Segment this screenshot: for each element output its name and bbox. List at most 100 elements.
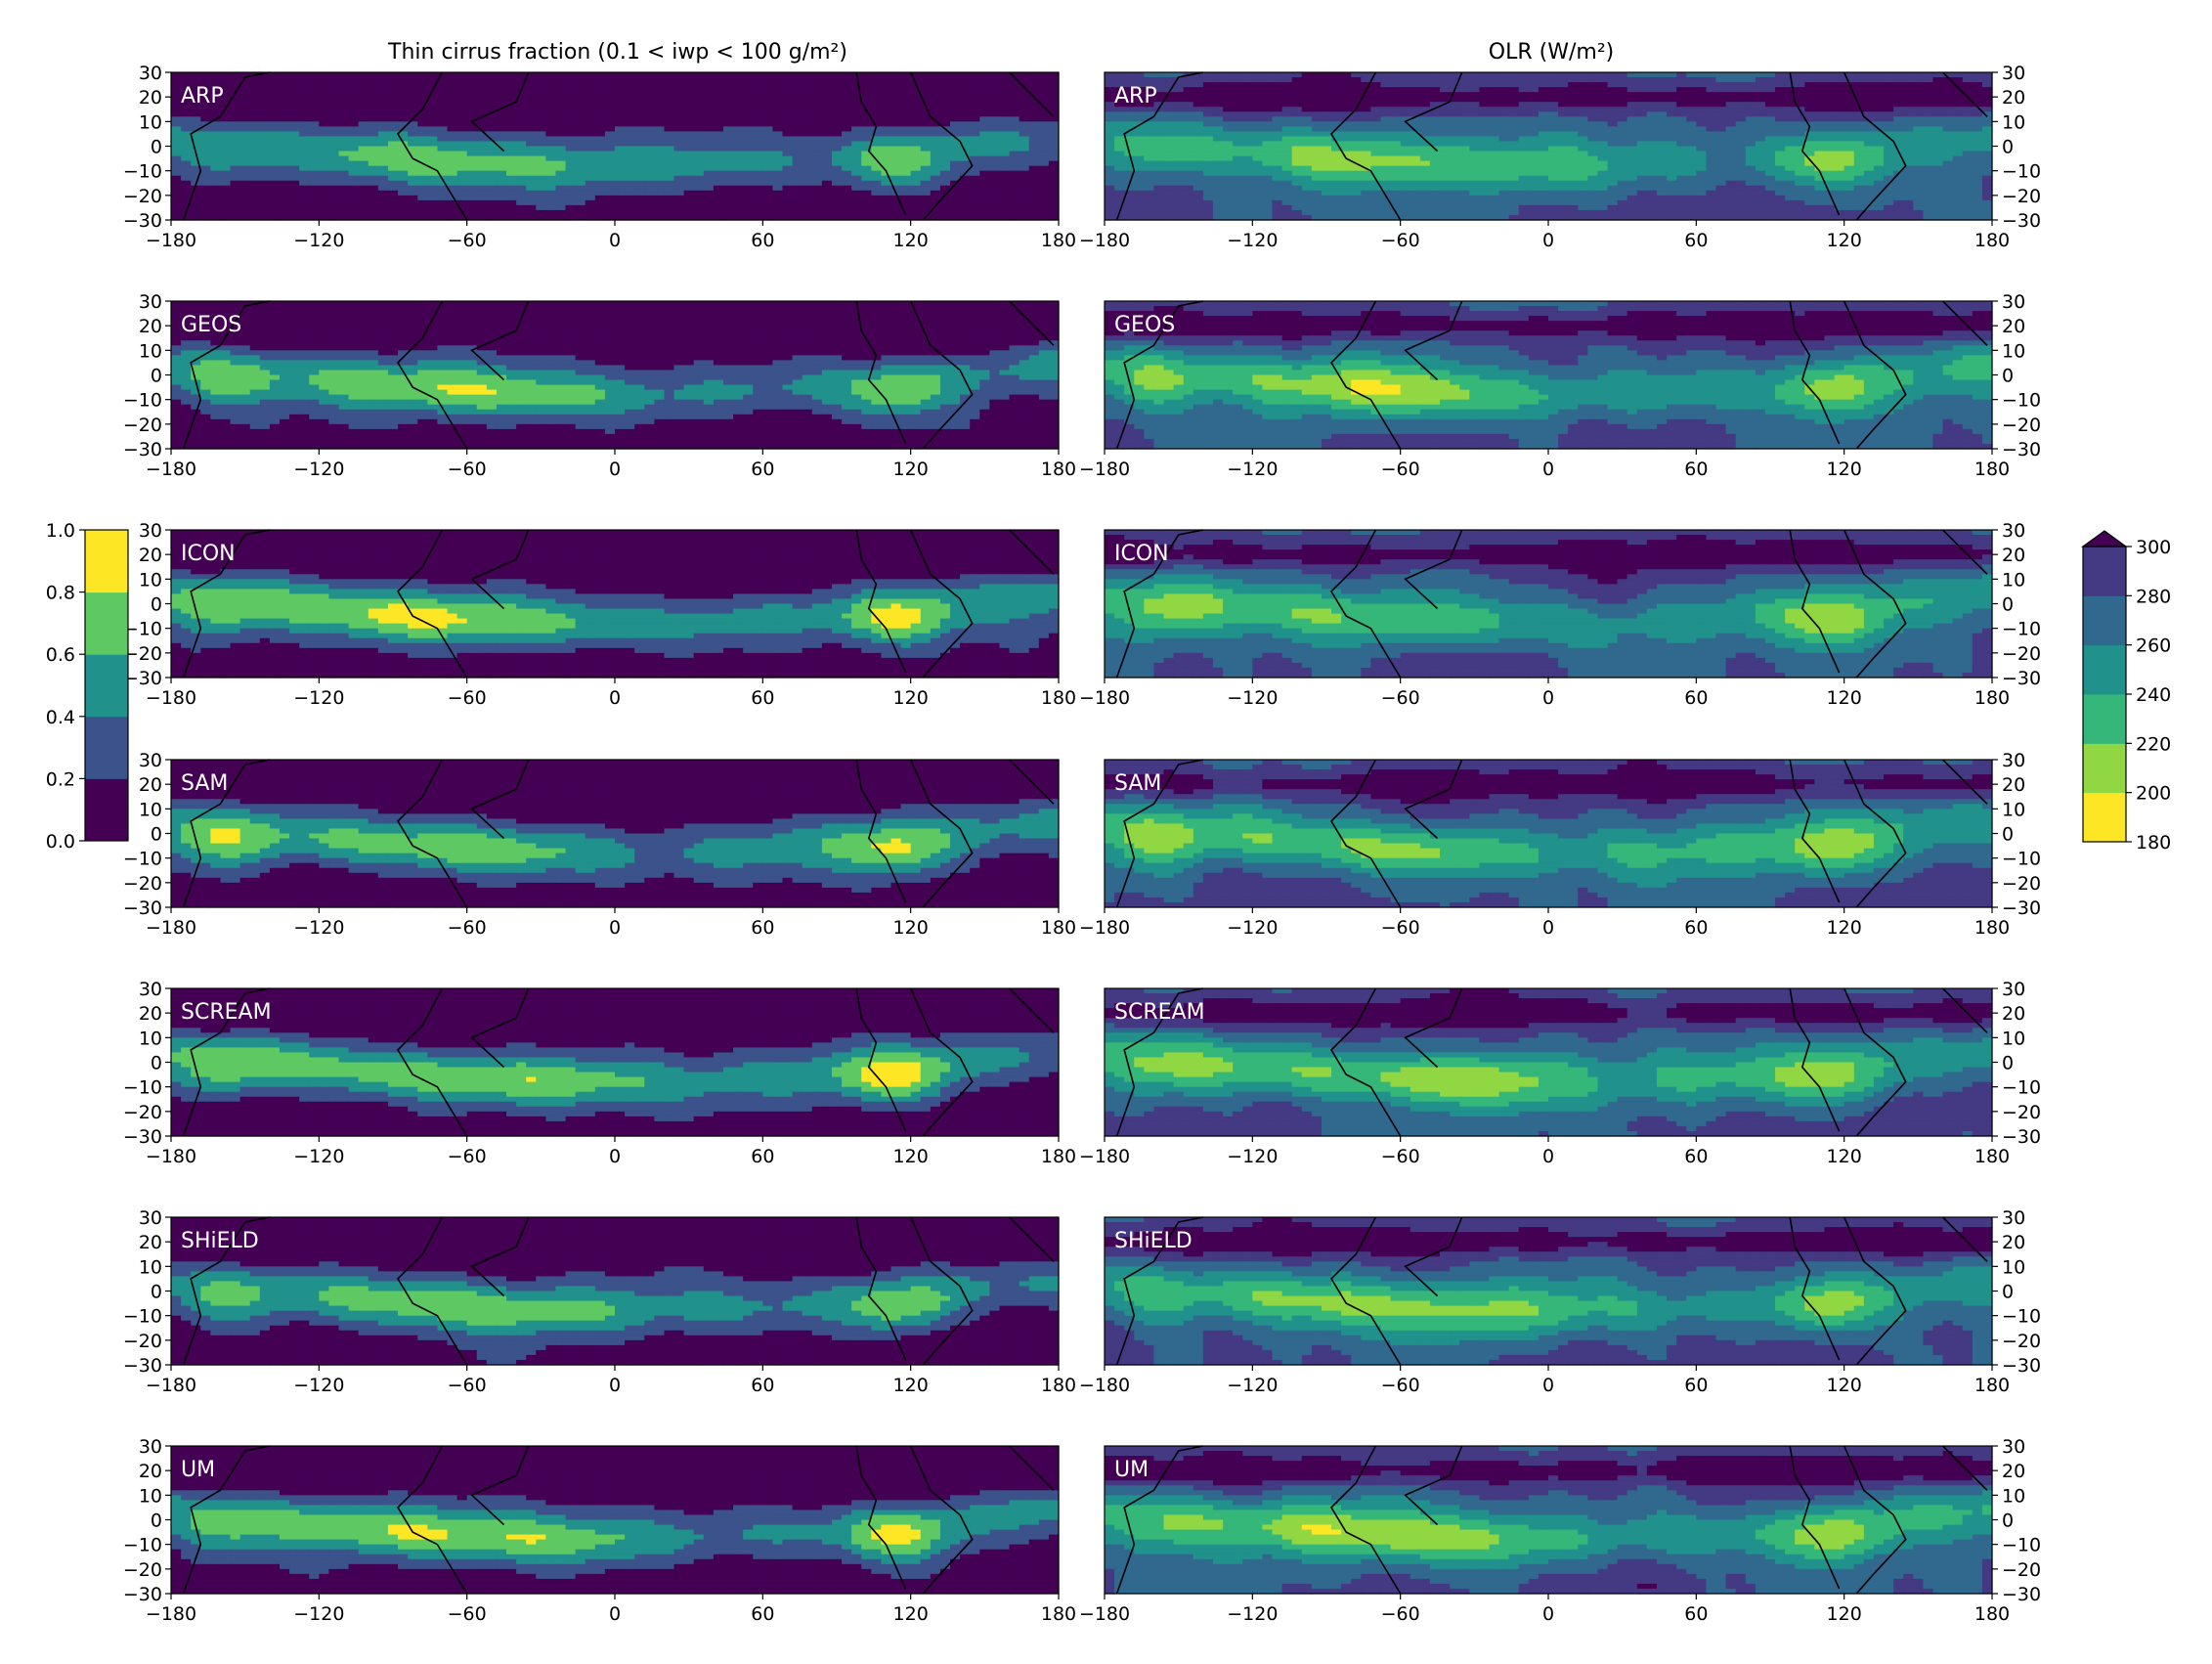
contour-cell	[783, 82, 794, 88]
contour-cell	[931, 176, 941, 182]
contour-cell	[349, 210, 360, 216]
contour-cell	[931, 107, 941, 112]
contour-cell	[783, 121, 794, 127]
contour-cell	[970, 196, 980, 201]
contour-cell	[417, 121, 428, 127]
contour-cell	[694, 131, 705, 137]
contour-cell	[890, 136, 901, 142]
contour-cell	[349, 92, 360, 98]
contour-cell	[999, 116, 1010, 122]
contour-cell	[349, 171, 360, 177]
contour-cell	[723, 200, 734, 206]
contour-cell	[901, 121, 912, 127]
contour-cell	[319, 121, 329, 127]
contour-cell	[901, 72, 912, 78]
contour-cell	[615, 97, 626, 103]
contour-cell	[1029, 111, 1040, 117]
contour-cell	[586, 152, 596, 157]
contour-cell	[714, 176, 724, 182]
contour-cell	[881, 126, 891, 132]
contour-cell	[714, 156, 724, 162]
cirrus-panel-arp: ARP−180 −120 −60 0 60 120 1803020100−10−20−30	[123, 63, 1076, 251]
contour-cell	[240, 92, 251, 98]
contour-cell	[477, 191, 488, 197]
contour-cell	[378, 161, 389, 167]
contour-cell	[822, 196, 833, 201]
contour-cell	[842, 147, 852, 153]
contour-cell	[802, 121, 813, 127]
contour-cell	[359, 147, 369, 153]
contour-cell	[319, 77, 329, 83]
contour-cell	[526, 166, 537, 172]
contour-cell	[586, 82, 596, 88]
contour-cell	[1019, 156, 1030, 162]
contour-cell	[545, 131, 556, 137]
contour-cell	[220, 77, 231, 83]
contour-cell	[921, 87, 932, 93]
contour-cell	[240, 156, 251, 162]
contour-cell	[851, 181, 862, 187]
contour-cell	[871, 200, 882, 206]
contour-cell	[664, 77, 674, 83]
contour-cell	[644, 92, 655, 98]
contour-cell	[743, 102, 754, 108]
contour-cell	[654, 181, 665, 187]
contour-cell	[240, 121, 251, 127]
contour-cell	[1282, 72, 1293, 78]
contour-cell	[536, 111, 546, 117]
contour-cell	[181, 166, 192, 172]
contour-cell	[506, 210, 517, 216]
contour-cell	[654, 92, 665, 98]
contour-cell	[890, 121, 901, 127]
contour-cell	[1029, 191, 1040, 197]
contour-cell	[240, 111, 251, 117]
contour-cell	[793, 191, 803, 197]
contour-cell	[733, 131, 744, 137]
contour-cell	[625, 156, 635, 162]
contour-cell	[674, 210, 685, 216]
contour-cell	[467, 87, 478, 93]
contour-cell	[359, 116, 369, 122]
y-tick-label: 20	[139, 87, 162, 109]
contour-cell	[901, 107, 912, 112]
contour-cell	[615, 77, 626, 83]
contour-cell	[280, 147, 290, 153]
contour-cell	[240, 147, 251, 153]
contour-cell	[1010, 107, 1020, 112]
contour-cell	[890, 176, 901, 182]
contour-cell	[822, 82, 833, 88]
contour-cell	[427, 111, 438, 117]
contour-cell	[280, 161, 290, 167]
contour-cell	[299, 102, 310, 108]
contour-cell	[457, 97, 468, 103]
contour-cell	[339, 141, 350, 147]
contour-cell	[467, 181, 478, 187]
contour-cell	[999, 161, 1010, 167]
contour-cell	[398, 186, 409, 192]
contour-cell	[793, 82, 803, 88]
contour-cell	[378, 116, 389, 122]
contour-cell	[999, 131, 1010, 137]
contour-cell	[733, 77, 744, 83]
contour-cell	[536, 131, 546, 137]
y-tick-label: 10	[139, 111, 162, 133]
contour-cell	[437, 116, 448, 122]
contour-cell	[762, 191, 773, 197]
contour-cell	[545, 152, 556, 157]
contour-cell	[605, 111, 616, 117]
contour-cell	[181, 176, 192, 182]
contour-cell	[260, 152, 271, 157]
contour-cell	[576, 116, 586, 122]
contour-cell	[1039, 77, 1050, 83]
contour-cell	[1039, 87, 1050, 93]
contour-cell	[309, 102, 320, 108]
contour-cell	[615, 171, 626, 177]
contour-cell	[417, 171, 428, 177]
contour-cell	[1049, 87, 1060, 93]
contour-cell	[634, 82, 645, 88]
contour-cell	[654, 107, 665, 112]
contour-cell	[684, 147, 695, 153]
contour-cell	[339, 116, 350, 122]
contour-cell	[674, 102, 685, 108]
contour-cell	[694, 97, 705, 103]
